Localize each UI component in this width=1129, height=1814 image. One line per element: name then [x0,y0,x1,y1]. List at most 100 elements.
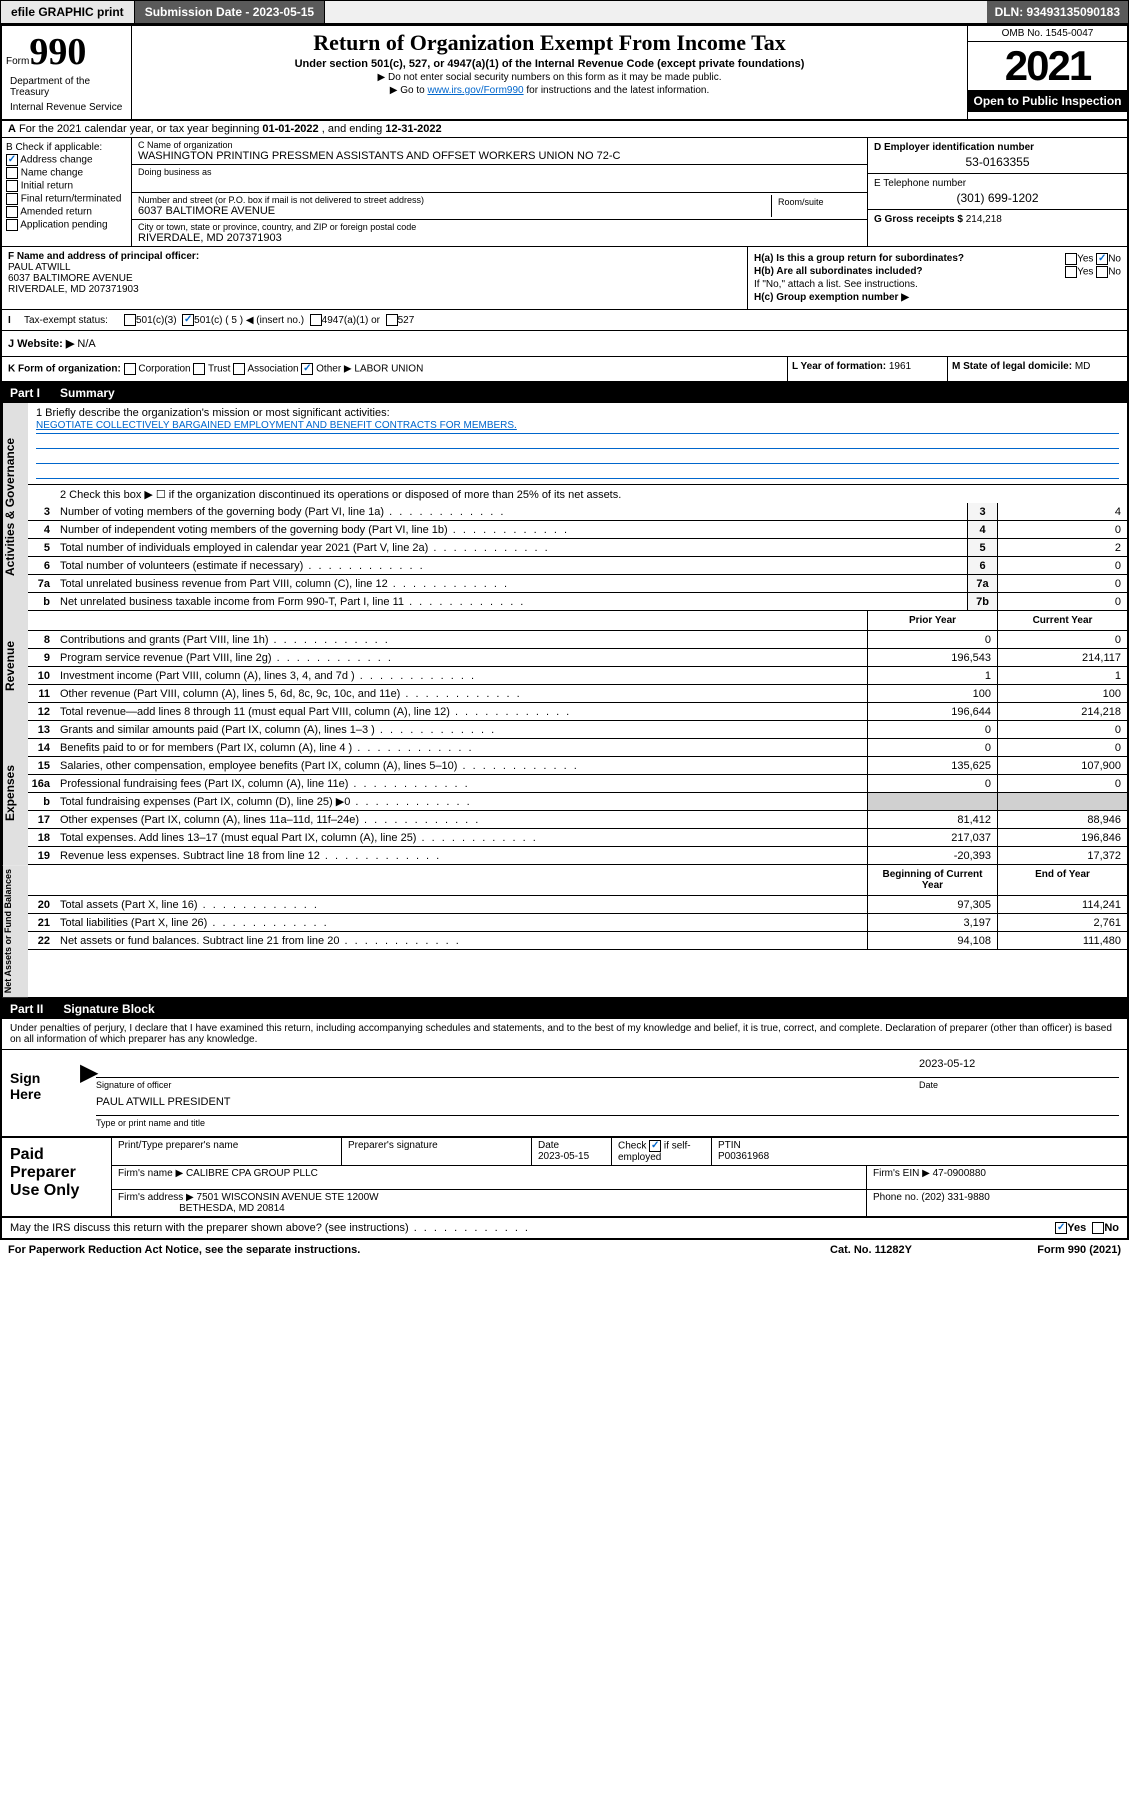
line-number: 17 [28,814,56,826]
prior-year-value: 81,412 [867,811,997,828]
chk-527[interactable] [386,314,398,326]
discuss-no-checkbox[interactable] [1092,1222,1104,1234]
box-number: 5 [967,539,997,556]
line-number: 13 [28,724,56,736]
line-number: b [28,796,56,808]
chk-label: Name change [21,168,83,179]
line-desc: Other expenses (Part IX, column (A), lin… [56,812,867,828]
revenue-tab: Revenue [2,611,28,721]
form-org-label: K Form of organization: [8,364,121,375]
chk-trust[interactable] [193,363,205,375]
ha-yes-checkbox[interactable] [1065,253,1077,265]
line-number: 7a [28,578,56,590]
chk-corp[interactable] [124,363,136,375]
prior-year-value: 0 [867,775,997,792]
submission-date: Submission Date - 2023-05-15 [135,1,325,23]
irs-discuss-row: May the IRS discuss this return with the… [2,1218,1127,1238]
chk-initial-return[interactable]: Initial return [6,180,127,192]
line-number: 22 [28,935,56,947]
checkbox-icon [6,167,18,179]
gross-receipts-label: G Gross receipts $ [874,214,963,225]
chk-address-change[interactable]: Address change [6,154,127,166]
tax-end-date: 12-31-2022 [385,123,441,135]
line-desc: Other revenue (Part VIII, column (A), li… [56,686,867,702]
part-1-header: Part I Summary [2,383,1127,403]
line-number: 16a [28,778,56,790]
prior-year-value: 0 [867,739,997,756]
box-number: 3 [967,503,997,520]
col-h-group: H(a) Is this a group return for subordin… [747,247,1127,309]
chk-label: Address change [20,155,92,166]
prior-year-value: 100 [867,685,997,702]
efile-print-button[interactable]: efile GRAPHIC print [1,1,135,23]
table-row: 19 Revenue less expenses. Subtract line … [28,847,1127,865]
chk-other[interactable] [301,363,313,375]
table-row: 13 Grants and similar amounts paid (Part… [28,721,1127,739]
current-year-value: 111,480 [997,932,1127,949]
opt-trust: Trust [208,364,230,375]
line-desc: Benefits paid to or for members (Part IX… [56,740,867,756]
line-number: 21 [28,917,56,929]
ha-no-checkbox[interactable] [1096,253,1108,265]
line-desc: Net unrelated business taxable income fr… [56,594,967,610]
hb-yes-checkbox[interactable] [1065,266,1077,278]
firm-phone: (202) 331-9880 [921,1192,989,1203]
hb-note: If "No," attach a list. See instructions… [754,279,1121,290]
subtitle-2: ▶ Do not enter social security numbers o… [140,72,959,83]
table-row: 17 Other expenses (Part IX, column (A), … [28,811,1127,829]
form-prefix: Form [6,56,29,67]
opt-527: 527 [398,315,415,326]
part-1-title: Summary [60,386,115,400]
chk-501c3[interactable] [124,314,136,326]
chk-amended[interactable]: Amended return [6,206,127,218]
current-year-value: 1 [997,667,1127,684]
sign-here-block: Sign Here ▶ 2023-05-12 Signature of offi… [2,1050,1127,1138]
ein-label: D Employer identification number [874,142,1034,153]
chk-app-pending[interactable]: Application pending [6,219,127,231]
table-row: 5 Total number of individuals employed i… [28,539,1127,557]
checkbox-icon [6,180,18,192]
part-2-header: Part II Signature Block [2,999,1127,1019]
current-year-value: 88,946 [997,811,1127,828]
irs-link[interactable]: www.irs.gov/Form990 [427,85,523,96]
chk-final-return[interactable]: Final return/terminated [6,193,127,205]
form-990-number: 990 [29,31,86,73]
current-year-value: 214,117 [997,649,1127,666]
checkbox-icon [6,154,18,166]
row-klm: K Form of organization: Corporation Trus… [2,357,1127,383]
typed-name-label: Type or print name and title [96,1118,1119,1128]
current-year-value: 100 [997,685,1127,702]
current-year-value: 0 [997,739,1127,756]
chk-name-change[interactable]: Name change [6,167,127,179]
self-employed-checkbox[interactable] [649,1140,661,1152]
prior-year-value: 0 [867,631,997,648]
row-fh: F Name and address of principal officer:… [2,247,1127,310]
chk-501c[interactable] [182,314,194,326]
hb-no-checkbox[interactable] [1096,266,1108,278]
table-row: 21 Total liabilities (Part X, line 26) 3… [28,914,1127,932]
chk-4947[interactable] [310,314,322,326]
line-desc: Total fundraising expenses (Part IX, col… [56,793,867,810]
prior-year-value: 217,037 [867,829,997,846]
tax-status-label: Tax-exempt status: [24,315,124,326]
firm-ein-label: Firm's EIN ▶ [873,1168,930,1179]
no-label: No [1104,1222,1119,1234]
line-desc: Professional fundraising fees (Part IX, … [56,776,867,792]
row-i-tax-status: I Tax-exempt status: 501(c)(3) 501(c) ( … [2,310,1127,331]
table-row: 16a Professional fundraising fees (Part … [28,775,1127,793]
yes-label: Yes [1077,254,1093,265]
officer-addr1: 6037 BALTIMORE AVENUE [8,273,133,284]
chk-assoc[interactable] [233,363,245,375]
discuss-yes-checkbox[interactable] [1055,1222,1067,1234]
prior-year-value: 135,625 [867,757,997,774]
row-j-website: J Website: ▶ N/A [2,331,1127,357]
opt-corp: Corporation [138,364,190,375]
governance-section: Activities & Governance 1 Briefly descri… [2,403,1127,611]
phone-label: E Telephone number [874,178,966,189]
discuss-text: May the IRS discuss this return with the… [10,1222,409,1234]
checkbox-icon [6,193,18,205]
pra-notice: For Paperwork Reduction Act Notice, see … [8,1244,771,1256]
table-row: 11 Other revenue (Part VIII, column (A),… [28,685,1127,703]
sign-date-label: Date [919,1080,1119,1090]
firm-ein: 47-0900880 [933,1168,986,1179]
